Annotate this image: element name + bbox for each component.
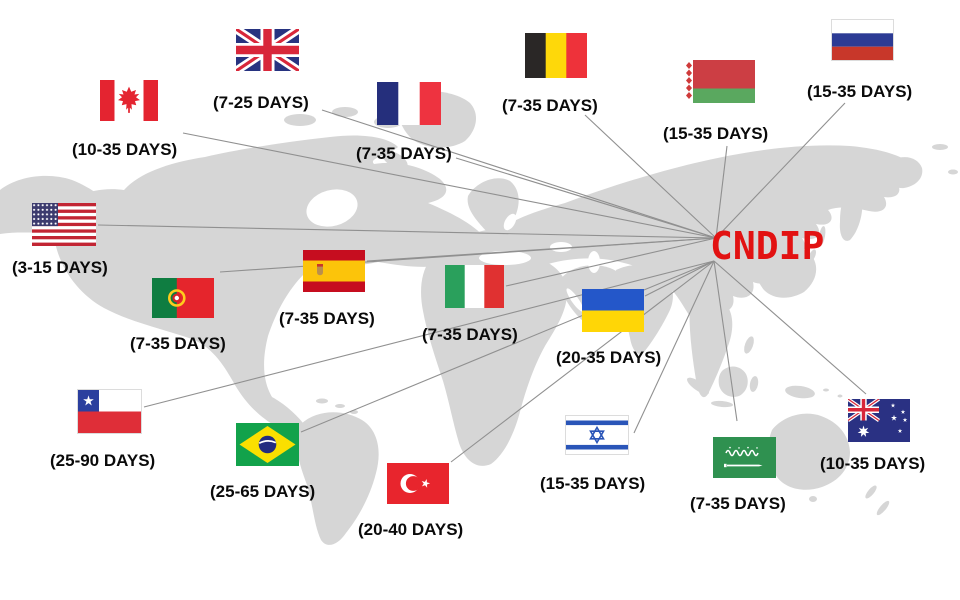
flag-spain [303, 250, 365, 292]
transit-time-label: (10-35 DAYS) [820, 454, 926, 473]
transit-time-label: (7-35 DAYS) [422, 325, 518, 344]
transit-time-label: (20-40 DAYS) [358, 520, 464, 539]
flag-canada [100, 80, 158, 121]
line-belarus [715, 145, 728, 239]
flag-portugal [152, 278, 214, 318]
flag-usa [32, 203, 96, 246]
flag-belarus [685, 60, 755, 103]
line-belgium [584, 114, 717, 239]
transit-time-label: (20-35 DAYS) [556, 348, 662, 367]
flag-ukraine [582, 289, 644, 332]
line-israel [633, 260, 715, 434]
line-canada [182, 132, 717, 239]
transit-time-label: (7-35 DAYS) [690, 494, 786, 513]
transit-time-label: (25-90 DAYS) [50, 451, 156, 470]
transit-time-label: (15-35 DAYS) [663, 124, 769, 143]
transit-time-label: (7-25 DAYS) [213, 93, 309, 112]
transit-time-label: (7-35 DAYS) [502, 96, 598, 115]
line-italy [505, 237, 717, 287]
transit-time-label: (7-35 DAYS) [130, 334, 226, 353]
line-france [455, 157, 717, 239]
flag-france [377, 82, 441, 125]
line-chile [143, 260, 715, 408]
flag-turkey [387, 463, 449, 504]
flag-saudi-arabia [713, 437, 776, 478]
hub-label: CNDIP [710, 224, 825, 268]
line-turkey [450, 260, 715, 463]
flag-united-kingdom [236, 29, 299, 71]
flag-belgium [525, 33, 587, 78]
flag-israel [565, 415, 629, 455]
transit-time-label: (25-65 DAYS) [210, 482, 316, 501]
transit-time-label: (3-15 DAYS) [12, 258, 108, 277]
transit-time-label: (15-35 DAYS) [807, 82, 913, 101]
line-ukraine [644, 260, 715, 297]
line-saudi-arabia [713, 260, 738, 422]
line-australia [713, 260, 867, 395]
line-russia [715, 102, 846, 239]
flag-brazil [236, 423, 299, 466]
transit-time-label: (7-35 DAYS) [279, 309, 375, 328]
line-brazil [300, 260, 715, 433]
line-united-kingdom [321, 109, 717, 239]
flag-australia [848, 399, 910, 442]
transit-time-label: (7-35 DAYS) [356, 144, 452, 163]
line-spain [366, 237, 717, 262]
transit-time-label: (15-35 DAYS) [540, 474, 646, 493]
flag-italy [445, 265, 504, 308]
line-usa [97, 224, 717, 239]
flag-russia [831, 19, 894, 61]
transit-time-label: (10-35 DAYS) [72, 140, 178, 159]
flag-chile [77, 389, 142, 434]
